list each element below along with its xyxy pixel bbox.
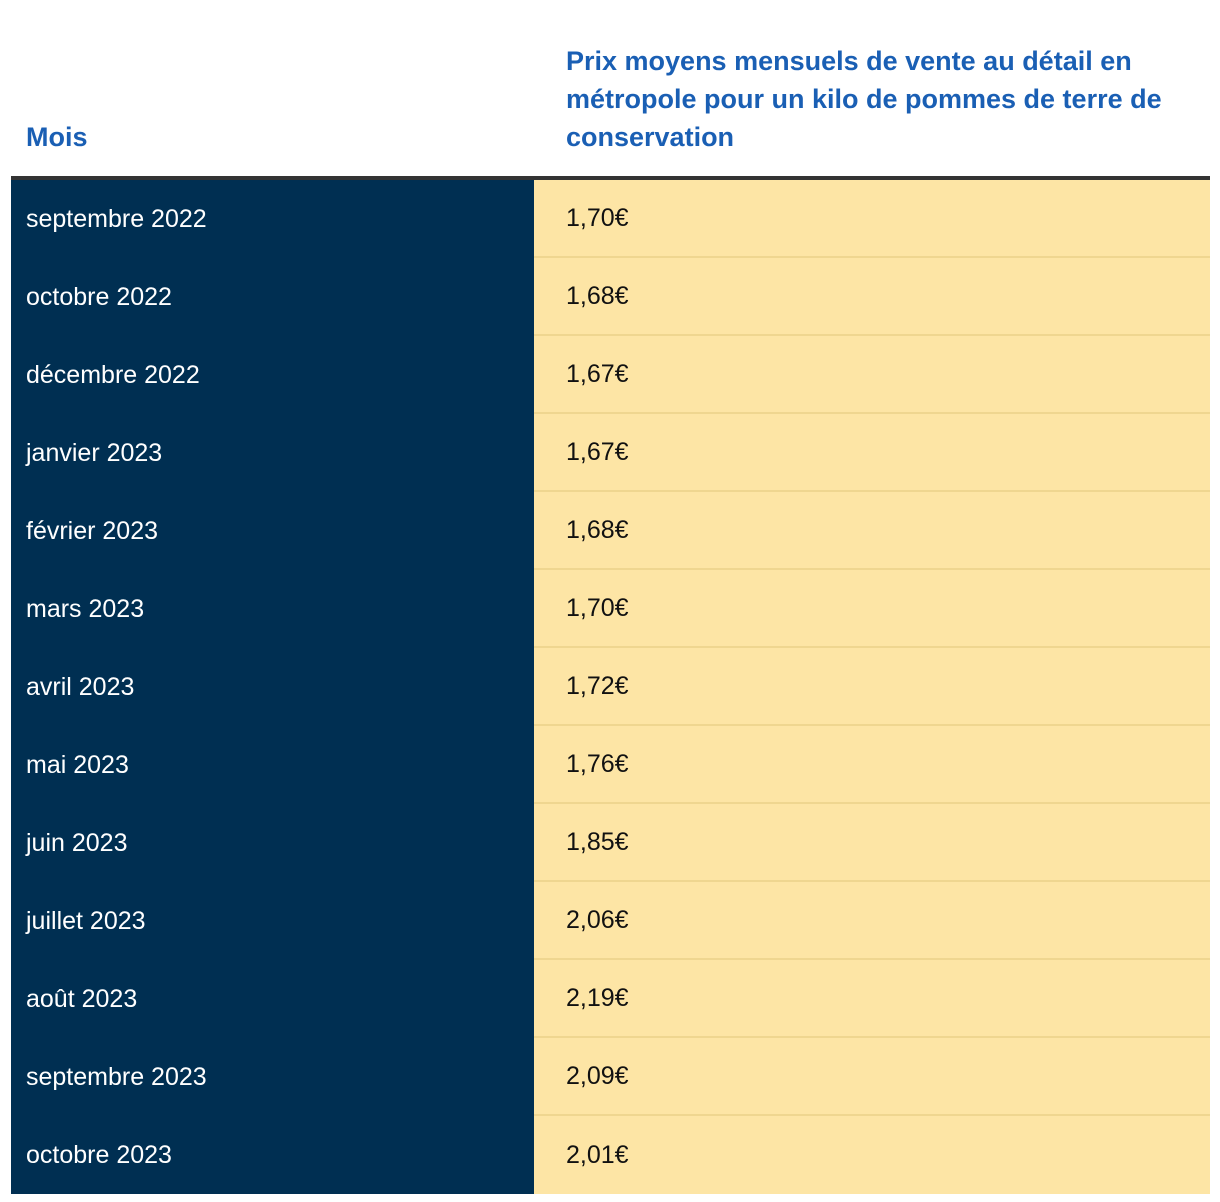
price-cell: 1,70€ <box>534 180 1210 258</box>
price-cell: 1,72€ <box>534 648 1210 726</box>
price-cell: 2,19€ <box>534 960 1210 1038</box>
table-row: août 2023 2,19€ <box>11 960 1210 1038</box>
month-cell: août 2023 <box>11 960 534 1038</box>
table-row: septembre 2023 2,09€ <box>11 1038 1210 1116</box>
month-cell: février 2023 <box>11 492 534 570</box>
price-cell: 1,85€ <box>534 804 1210 882</box>
table-body: septembre 2022 1,70€ octobre 2022 1,68€ déce… <box>11 180 1210 1194</box>
month-cell: juin 2023 <box>11 804 534 882</box>
month-cell: septembre 2023 <box>11 1038 534 1116</box>
table-row: mai 2023 1,76€ <box>11 726 1210 804</box>
price-cell: 2,01€ <box>534 1116 1210 1194</box>
price-cell: 1,67€ <box>534 414 1210 492</box>
price-cell: 1,76€ <box>534 726 1210 804</box>
price-cell: 1,68€ <box>534 258 1210 336</box>
header-price: Prix moyens mensuels de vente au détail … <box>566 46 1162 152</box>
price-cell: 2,09€ <box>534 1038 1210 1116</box>
month-cell: octobre 2022 <box>11 258 534 336</box>
month-cell: mai 2023 <box>11 726 534 804</box>
table-row: juin 2023 1,85€ <box>11 804 1210 882</box>
table-row: juillet 2023 2,06€ <box>11 882 1210 960</box>
table-row: octobre 2023 2,01€ <box>11 1116 1210 1194</box>
month-cell: avril 2023 <box>11 648 534 726</box>
table-row: mars 2023 1,70€ <box>11 570 1210 648</box>
header-month: Mois <box>26 122 88 152</box>
month-cell: janvier 2023 <box>11 414 534 492</box>
table-row: janvier 2023 1,67€ <box>11 414 1210 492</box>
table-row: octobre 2022 1,68€ <box>11 258 1210 336</box>
table-row: avril 2023 1,72€ <box>11 648 1210 726</box>
month-cell: mars 2023 <box>11 570 534 648</box>
price-cell: 1,70€ <box>534 570 1210 648</box>
month-cell: octobre 2023 <box>11 1116 534 1194</box>
price-table: Mois Prix moyens mensuels de vente au dé… <box>11 0 1210 1194</box>
table-row: février 2023 1,68€ <box>11 492 1210 570</box>
table-header: Mois Prix moyens mensuels de vente au dé… <box>11 0 1210 180</box>
price-cell: 1,67€ <box>534 336 1210 414</box>
month-cell: septembre 2022 <box>11 180 534 258</box>
month-cell: décembre 2022 <box>11 336 534 414</box>
month-cell: juillet 2023 <box>11 882 534 960</box>
price-cell: 1,68€ <box>534 492 1210 570</box>
table-row: septembre 2022 1,70€ <box>11 180 1210 258</box>
price-cell: 2,06€ <box>534 882 1210 960</box>
table-row: décembre 2022 1,67€ <box>11 336 1210 414</box>
